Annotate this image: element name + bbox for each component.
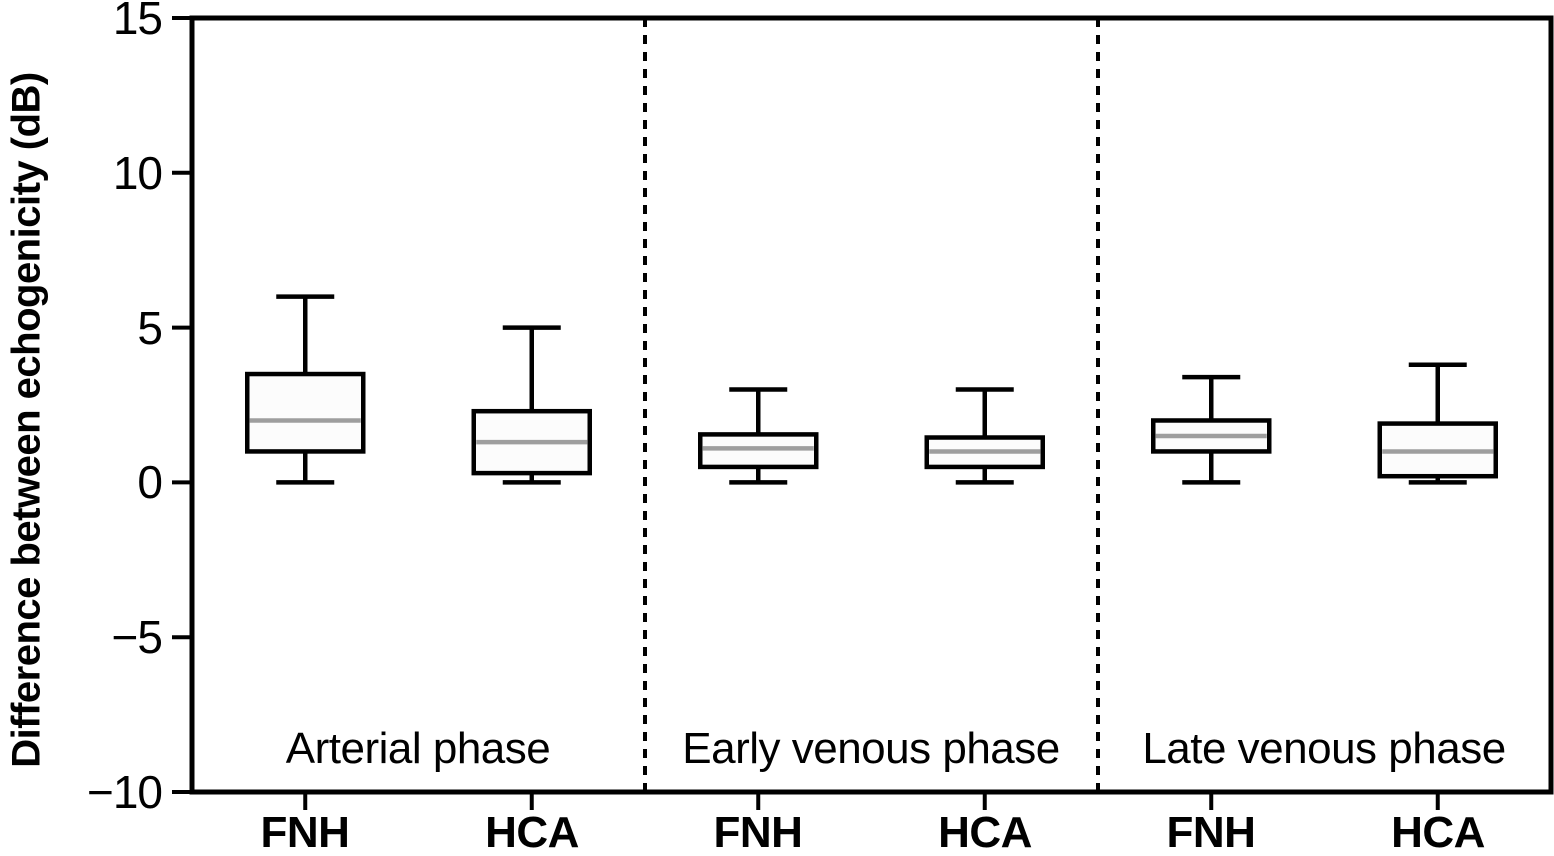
y-tick-label-neg10: −10	[86, 766, 163, 818]
y-tick-label-0: 0	[137, 456, 163, 508]
x-category-label-arterial-hca: HCA	[485, 808, 579, 856]
iqr-box-arterial-fnh	[245, 371, 366, 454]
x-category-label-early-fnh: FNH	[713, 808, 803, 856]
x-category-label-arterial-fnh: FNH	[260, 808, 350, 856]
x-category-label-late-hca: HCA	[1391, 808, 1485, 856]
y-tick-label-neg5: −5	[111, 611, 163, 663]
y-tick-label-10: 10	[112, 147, 163, 199]
group-label-early-venous: Early venous phase	[682, 724, 1060, 773]
plot-frame	[189, 15, 1554, 795]
x-category-label-late-fnh: FNH	[1166, 808, 1256, 856]
group-label-arterial: Arterial phase	[285, 724, 551, 773]
y-tick-label-5: 5	[137, 302, 163, 354]
x-category-label-early-hca: HCA	[938, 808, 1032, 856]
y-tick-label-15: 15	[112, 0, 163, 44]
group-label-late-venous: Late venous phase	[1142, 724, 1506, 773]
iqr-box-early-fnh	[698, 432, 819, 470]
